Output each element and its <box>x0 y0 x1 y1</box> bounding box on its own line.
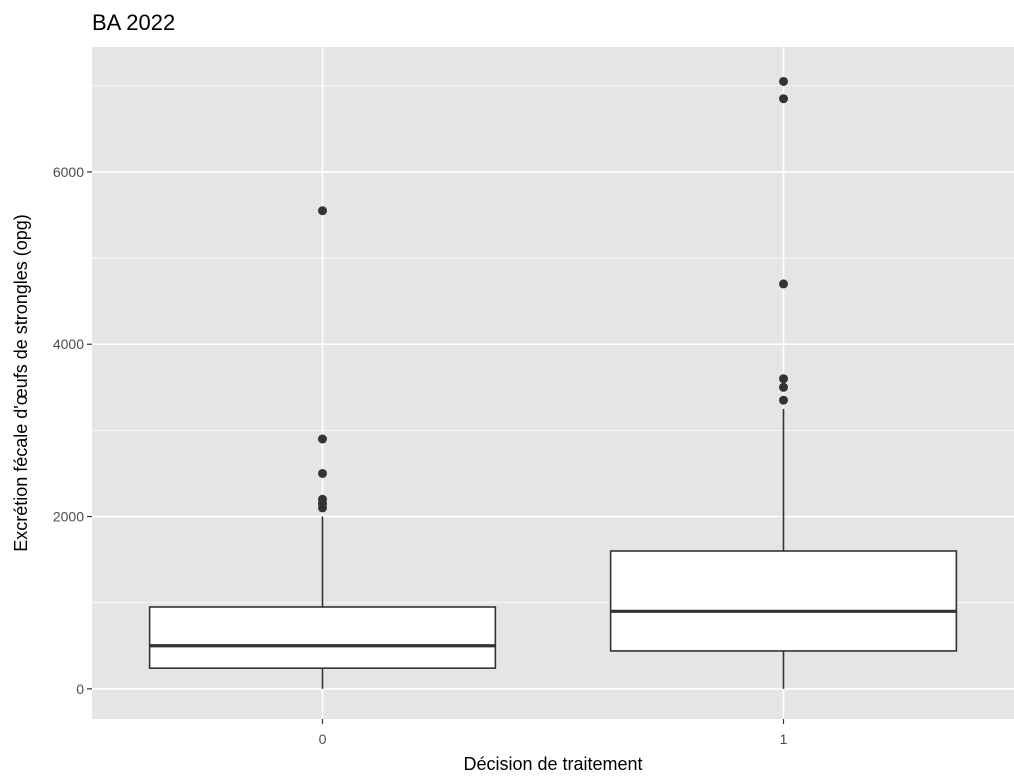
outlier-point <box>779 279 788 289</box>
x-tick-label: 0 <box>319 731 327 747</box>
y-tick-label: 6000 <box>53 164 84 180</box>
y-tick-label: 4000 <box>53 336 84 352</box>
x-axis-title: Décision de traitement <box>463 754 642 774</box>
y-tick-label: 2000 <box>53 509 84 525</box>
y-tick-label: 0 <box>76 681 84 697</box>
outlier-point <box>779 374 788 384</box>
box-group-1 <box>609 76 958 689</box>
y-axis: 0 2000 4000 6000 <box>53 164 92 697</box>
x-tick-label: 1 <box>780 731 788 747</box>
outlier-point <box>779 395 788 405</box>
outlier-point <box>779 94 788 104</box>
outlier-point <box>318 494 327 504</box>
outlier-point <box>318 434 327 444</box>
box-iqr <box>148 606 497 669</box>
chart-title: BA 2022 <box>92 10 175 35</box>
outlier-point <box>779 382 788 392</box>
y-axis-title: Excrétion fécale d'œufs de strongles (op… <box>11 214 31 552</box>
outlier-point <box>318 206 327 216</box>
outlier-point <box>318 468 327 478</box>
box-iqr <box>609 550 958 652</box>
box-group-0 <box>148 206 497 689</box>
boxes <box>148 76 958 689</box>
outlier-point <box>779 76 788 86</box>
